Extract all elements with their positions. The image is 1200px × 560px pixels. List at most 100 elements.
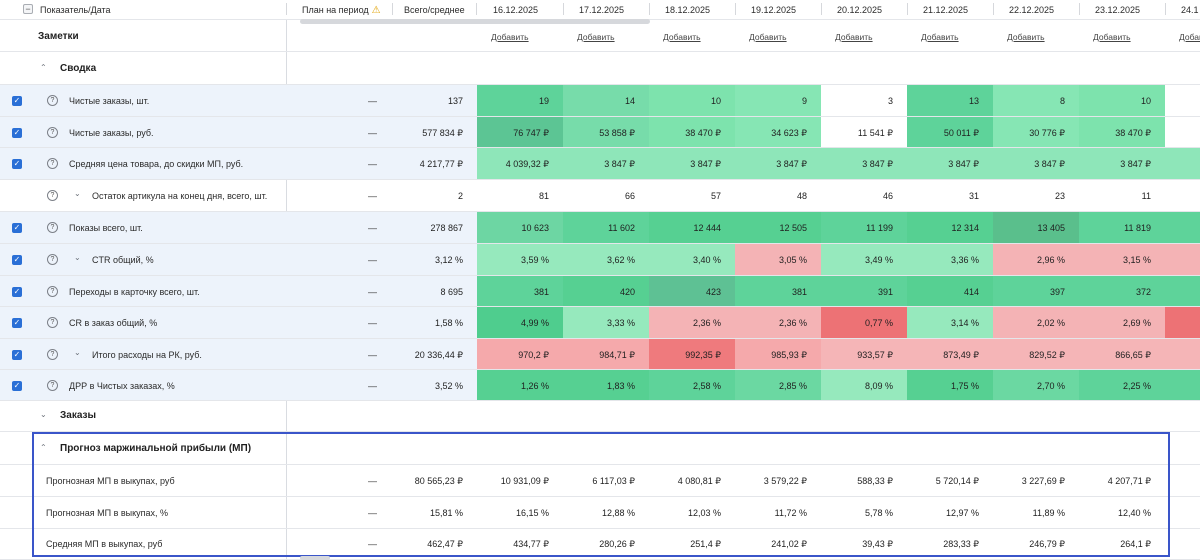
table-cell[interactable] <box>1165 276 1200 306</box>
table-cell[interactable]: 264,1 ₽ <box>1079 528 1165 559</box>
add-note-link[interactable]: Добавить <box>1093 32 1131 42</box>
table-cell[interactable]: 38 470 ₽ <box>649 117 735 147</box>
help-icon[interactable]: ? <box>47 286 58 297</box>
help-icon[interactable]: ? <box>47 349 58 360</box>
table-cell[interactable]: 0,77 % <box>821 307 907 338</box>
table-cell[interactable]: 2,85 % <box>735 370 821 400</box>
table-cell[interactable]: 1,83 % <box>563 370 649 400</box>
table-cell[interactable] <box>1165 370 1200 400</box>
table-cell[interactable]: 3,15 % <box>1079 244 1165 275</box>
table-cell[interactable]: 3 847 ₽ <box>907 148 993 179</box>
add-note-link[interactable]: Добавить <box>921 32 959 42</box>
table-cell[interactable]: 8 <box>993 85 1079 116</box>
help-icon[interactable]: ? <box>47 158 58 169</box>
table-cell[interactable]: 14 <box>563 85 649 116</box>
add-note-link[interactable]: Добавить <box>1179 32 1200 42</box>
table-cell[interactable]: 3,05 % <box>735 244 821 275</box>
horizontal-scrollbar[interactable] <box>300 19 650 24</box>
table-cell[interactable]: 50 011 ₽ <box>907 117 993 147</box>
table-cell[interactable]: 53 858 ₽ <box>563 117 649 147</box>
table-cell[interactable]: 11 <box>1079 180 1165 211</box>
table-cell[interactable]: 11 541 ₽ <box>821 117 907 147</box>
help-icon[interactable]: ? <box>47 127 58 138</box>
table-cell[interactable]: 10 623 <box>477 212 563 243</box>
table-cell[interactable]: 873,49 ₽ <box>907 339 993 369</box>
add-note-link[interactable]: Добавить <box>1007 32 1045 42</box>
table-cell[interactable]: 241,02 ₽ <box>735 528 821 559</box>
table-cell[interactable]: 1,75 % <box>907 370 993 400</box>
table-cell[interactable] <box>1165 117 1200 147</box>
table-cell[interactable]: 381 <box>477 276 563 306</box>
table-cell[interactable]: 13 <box>907 85 993 116</box>
table-cell[interactable]: 66 <box>563 180 649 211</box>
table-cell[interactable]: 2,70 % <box>993 370 1079 400</box>
table-cell[interactable]: 4 080,81 ₽ <box>649 465 735 496</box>
table-cell[interactable] <box>1165 180 1200 211</box>
table-cell[interactable]: 16,15 % <box>477 497 563 528</box>
table-cell[interactable]: 414 <box>907 276 993 306</box>
table-cell[interactable]: 397 <box>993 276 1079 306</box>
table-cell[interactable]: 434,77 ₽ <box>477 528 563 559</box>
table-cell[interactable]: 12,03 % <box>649 497 735 528</box>
help-icon[interactable]: ? <box>47 222 58 233</box>
row-checkbox[interactable]: ✓ <box>12 96 22 106</box>
table-cell[interactable]: 283,33 ₽ <box>907 528 993 559</box>
table-cell[interactable]: 3 847 ₽ <box>821 148 907 179</box>
header-plan[interactable]: План на период ⚠ <box>302 0 381 20</box>
table-cell[interactable]: 11 199 <box>821 212 907 243</box>
row-checkbox[interactable]: ✓ <box>12 223 22 233</box>
row-checkbox[interactable]: ✓ <box>12 159 22 169</box>
row-checkbox[interactable]: ✓ <box>12 255 22 265</box>
table-cell[interactable]: 381 <box>735 276 821 306</box>
table-cell[interactable]: 3 <box>821 85 907 116</box>
table-cell[interactable]: 11,72 % <box>735 497 821 528</box>
table-cell[interactable]: 12,97 % <box>907 497 993 528</box>
table-cell[interactable]: 4 207,71 ₽ <box>1079 465 1165 496</box>
help-icon[interactable]: ? <box>47 317 58 328</box>
table-cell[interactable]: 30 776 ₽ <box>993 117 1079 147</box>
row-checkbox[interactable]: ✓ <box>12 318 22 328</box>
table-cell[interactable]: 829,52 ₽ <box>993 339 1079 369</box>
help-icon[interactable]: ? <box>47 254 58 265</box>
table-cell[interactable]: 11,89 % <box>993 497 1079 528</box>
table-cell[interactable]: 2,36 % <box>649 307 735 338</box>
row-checkbox[interactable]: ✓ <box>12 287 22 297</box>
table-cell[interactable]: 46 <box>821 180 907 211</box>
add-note-link[interactable]: Добавить <box>663 32 701 42</box>
table-cell[interactable]: 39,43 ₽ <box>821 528 907 559</box>
table-cell[interactable]: 3,49 % <box>821 244 907 275</box>
help-icon[interactable]: ? <box>47 95 58 106</box>
table-cell[interactable]: 251,4 ₽ <box>649 528 735 559</box>
table-cell[interactable] <box>1165 148 1200 179</box>
table-cell[interactable]: 1,26 % <box>477 370 563 400</box>
row-checkbox[interactable]: ✓ <box>12 350 22 360</box>
table-cell[interactable]: 6 117,03 ₽ <box>563 465 649 496</box>
table-cell[interactable]: 12 444 <box>649 212 735 243</box>
bottom-scrollbar[interactable] <box>300 556 330 560</box>
table-cell[interactable]: 372 <box>1079 276 1165 306</box>
add-note-link[interactable]: Добавить <box>835 32 873 42</box>
table-cell[interactable]: 3 847 ₽ <box>563 148 649 179</box>
table-cell[interactable]: 4 039,32 ₽ <box>477 148 563 179</box>
table-cell[interactable]: 11 819 <box>1079 212 1165 243</box>
row-checkbox[interactable]: ✓ <box>12 128 22 138</box>
chevron-down-icon[interactable]: ⌄ <box>74 253 81 262</box>
table-cell[interactable]: 81 <box>477 180 563 211</box>
table-cell[interactable] <box>1165 212 1200 243</box>
table-cell[interactable]: 588,33 ₽ <box>821 465 907 496</box>
add-note-link[interactable]: Добавить <box>577 32 615 42</box>
table-cell[interactable]: 866,65 ₽ <box>1079 339 1165 369</box>
table-cell[interactable]: 12 505 <box>735 212 821 243</box>
table-cell[interactable]: 5,78 % <box>821 497 907 528</box>
table-cell[interactable]: 992,35 ₽ <box>649 339 735 369</box>
table-cell[interactable]: 933,57 ₽ <box>821 339 907 369</box>
table-cell[interactable]: 984,71 ₽ <box>563 339 649 369</box>
table-cell[interactable]: 970,2 ₽ <box>477 339 563 369</box>
table-cell[interactable]: 280,26 ₽ <box>563 528 649 559</box>
table-cell[interactable]: 34 623 ₽ <box>735 117 821 147</box>
table-cell[interactable]: 13 405 <box>993 212 1079 243</box>
table-cell[interactable]: 8,09 % <box>821 370 907 400</box>
table-cell[interactable] <box>1165 244 1200 275</box>
table-cell[interactable]: 3,36 % <box>907 244 993 275</box>
row-checkbox[interactable]: ✓ <box>12 381 22 391</box>
